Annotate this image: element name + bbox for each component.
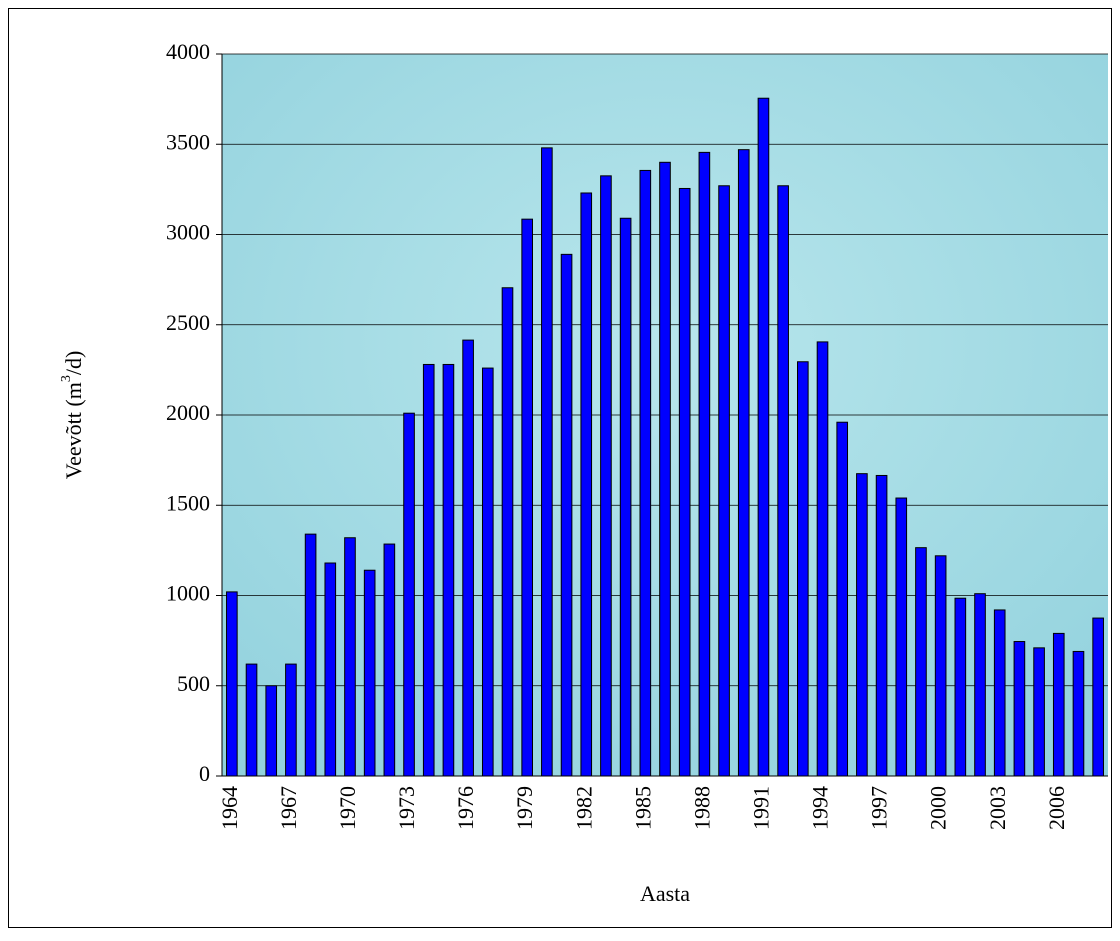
bar xyxy=(286,664,297,776)
bar xyxy=(404,413,415,776)
bar xyxy=(935,556,946,776)
bar xyxy=(364,570,375,776)
bar xyxy=(620,218,631,776)
x-tick-label: 2000 xyxy=(926,786,951,830)
x-tick-label: 1970 xyxy=(335,786,360,830)
bar xyxy=(916,548,927,776)
x-tick-label: 1997 xyxy=(867,786,892,830)
y-tick-label: 2000 xyxy=(166,400,210,425)
x-axis-title: Aasta xyxy=(640,881,690,906)
bar xyxy=(227,592,238,776)
bar xyxy=(1053,633,1064,776)
bar xyxy=(679,188,690,776)
y-axis-title-part: Veevõtt (m xyxy=(61,382,86,479)
y-tick-label: 1000 xyxy=(166,581,210,606)
bar xyxy=(660,162,671,776)
bar xyxy=(758,98,769,776)
bar xyxy=(994,610,1005,776)
x-tick-label: 1994 xyxy=(808,786,833,830)
bar xyxy=(1093,618,1104,776)
bar xyxy=(699,152,710,776)
x-tick-label: 1991 xyxy=(748,786,773,830)
bar xyxy=(463,340,474,776)
bar xyxy=(817,342,828,776)
x-tick-label: 1976 xyxy=(453,786,478,830)
bar xyxy=(975,594,986,776)
y-tick-label: 2500 xyxy=(166,310,210,335)
bar xyxy=(423,364,434,776)
bar xyxy=(502,288,513,776)
bar xyxy=(345,538,356,776)
bar xyxy=(857,474,868,776)
bar xyxy=(876,475,887,776)
y-axis-title: Veevõtt (m3/d) xyxy=(59,351,86,480)
bar xyxy=(896,498,907,776)
bar xyxy=(1073,651,1084,776)
x-tick-label: 1979 xyxy=(512,786,537,830)
bar xyxy=(305,534,316,776)
bar xyxy=(266,686,277,776)
bar xyxy=(246,664,257,776)
x-tick-label: 1985 xyxy=(630,786,655,830)
x-tick-label: 1988 xyxy=(689,786,714,830)
y-tick-label: 0 xyxy=(199,761,210,786)
y-tick-label: 1500 xyxy=(166,490,210,515)
bar xyxy=(443,364,454,776)
y-tick-label: 3500 xyxy=(166,129,210,154)
x-tick-label: 2006 xyxy=(1044,786,1069,830)
bar xyxy=(522,219,533,776)
y-axis-title-sup: 3 xyxy=(59,375,74,382)
x-tick-label: 2003 xyxy=(985,786,1010,830)
bar xyxy=(837,422,848,776)
bar xyxy=(542,148,553,776)
bar xyxy=(738,150,749,776)
bar xyxy=(798,362,809,776)
y-tick-label: 3000 xyxy=(166,220,210,245)
bar xyxy=(482,368,493,776)
bar xyxy=(1014,642,1025,776)
bar xyxy=(778,186,789,776)
bar xyxy=(640,170,651,776)
bar xyxy=(955,598,966,776)
bar xyxy=(561,254,572,776)
bar xyxy=(1034,648,1045,776)
y-tick-label: 4000 xyxy=(166,39,210,64)
y-tick-label: 500 xyxy=(177,671,210,696)
bar xyxy=(384,544,395,776)
x-tick-label: 1973 xyxy=(394,786,419,830)
bar xyxy=(581,193,592,776)
x-tick-label: 1964 xyxy=(217,786,242,830)
bar xyxy=(601,176,612,776)
x-tick-label: 1967 xyxy=(276,786,301,830)
x-tick-label: 1982 xyxy=(571,786,596,830)
y-axis-title-part: /d) xyxy=(61,351,86,375)
bar xyxy=(719,186,730,776)
bar xyxy=(325,563,336,776)
chart: Aasta Veevõtt (m3/d) 0 500 1000 1500 2000 250… xyxy=(0,0,1120,936)
